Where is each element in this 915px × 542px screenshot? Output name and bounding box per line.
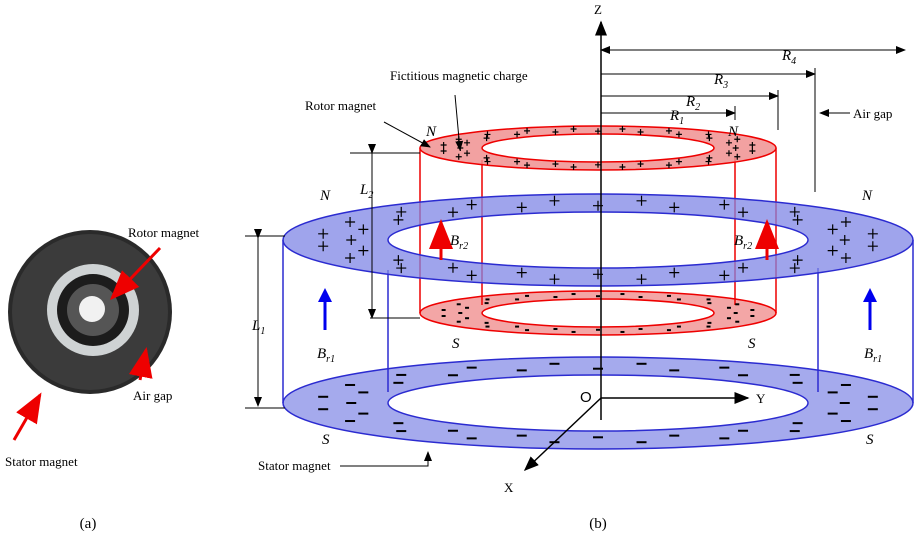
field-label: Br1: [864, 346, 882, 365]
dim-label: L2: [359, 182, 373, 201]
label: Stator magnet: [258, 458, 331, 473]
figure: Rotor magnet Air gap Stator magnet (a) Z…: [0, 0, 915, 542]
pointer: [14, 395, 40, 440]
dim-label: R1: [669, 108, 684, 127]
label: Air gap: [853, 106, 892, 121]
pole: N: [727, 124, 739, 140]
axis-label: Y: [756, 391, 766, 406]
label: Rotor magnet: [128, 225, 200, 240]
label: Rotor magnet: [305, 98, 377, 113]
label: Stator magnet: [5, 454, 78, 469]
field-label: Br2: [450, 233, 468, 252]
pole: S: [322, 432, 330, 448]
pole: N: [861, 188, 873, 204]
dim-label: R2: [685, 94, 700, 113]
photo: [8, 230, 172, 394]
axes: [525, 22, 748, 470]
pole: N: [425, 124, 437, 140]
axis-label: Z: [594, 2, 602, 17]
pole: S: [866, 432, 874, 448]
field-label: Br2: [734, 233, 752, 252]
dim-label: R4: [781, 48, 796, 67]
field-label: Br1: [317, 346, 335, 365]
label: Air gap: [133, 388, 172, 403]
pole: S: [452, 336, 460, 352]
pole: N: [319, 188, 331, 204]
caption: (b): [589, 516, 607, 532]
pole: S: [748, 336, 756, 352]
dim-label: R3: [713, 72, 728, 91]
axis-label: X: [504, 480, 514, 495]
label: Fictitious magnetic charge: [390, 68, 528, 83]
caption: (a): [80, 516, 97, 532]
axis-label: O: [580, 389, 592, 406]
